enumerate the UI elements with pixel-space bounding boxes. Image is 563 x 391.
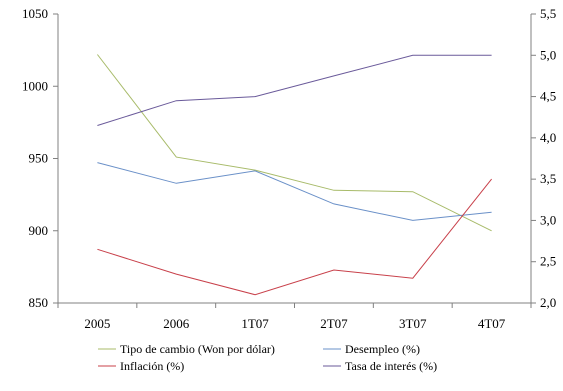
legend-label: Inflación (%) xyxy=(120,359,184,373)
series-line-3 xyxy=(97,178,492,296)
legend-item: Desempleo (%) xyxy=(323,342,420,356)
left-tick-label: 1050 xyxy=(22,6,48,21)
right-tick-label: 4,0 xyxy=(540,130,556,145)
right-tick-label: 3,5 xyxy=(540,171,556,186)
series-group xyxy=(97,54,492,296)
left-tick-label: 950 xyxy=(29,151,49,166)
left-tick-label: 900 xyxy=(29,223,49,238)
right-tick-label: 5,0 xyxy=(540,47,556,62)
right-tick-label: 2,0 xyxy=(540,295,556,310)
left-tick-label: 850 xyxy=(29,295,49,310)
right-tick-label: 2,5 xyxy=(540,254,556,269)
right-tick-label: 4,5 xyxy=(540,89,556,104)
right-tick-label: 3,0 xyxy=(540,212,556,227)
legend: Tipo de cambio (Won por dólar) Desempleo … xyxy=(98,342,437,373)
x-tick-label: 2T07 xyxy=(320,316,348,331)
x-tick-label: 2006 xyxy=(163,316,190,331)
legend-item: Tasa de interés (%) xyxy=(323,359,437,373)
series-line-1 xyxy=(97,54,492,232)
x-axis: 2005 2006 1T07 2T07 3T07 4T07 xyxy=(57,303,532,331)
x-tick-label: 4T07 xyxy=(478,316,506,331)
right-y-axis: 2,0 2,5 3,0 3,5 4,0 4,5 5,0 5,5 xyxy=(531,6,556,310)
legend-item: Inflación (%) xyxy=(98,359,184,373)
left-y-axis: 850 900 950 1000 1050 xyxy=(22,6,58,310)
legend-label: Tasa de interés (%) xyxy=(345,359,437,373)
legend-label: Desempleo (%) xyxy=(345,342,420,356)
series-line-4 xyxy=(97,54,492,126)
x-tick-label: 3T07 xyxy=(399,316,427,331)
x-tick-label: 1T07 xyxy=(241,316,269,331)
left-tick-label: 1000 xyxy=(22,78,48,93)
legend-label: Tipo de cambio (Won por dólar) xyxy=(120,342,275,356)
legend-item: Tipo de cambio (Won por dólar) xyxy=(98,342,275,356)
x-tick-label: 2005 xyxy=(84,316,110,331)
series-line-2 xyxy=(97,162,492,221)
right-tick-label: 5,5 xyxy=(540,6,556,21)
